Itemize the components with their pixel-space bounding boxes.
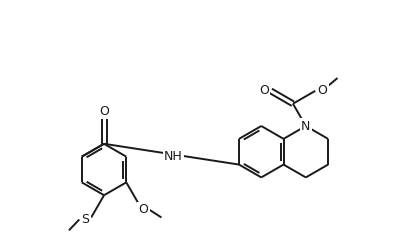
Text: NH: NH — [164, 150, 183, 163]
Text: N: N — [301, 119, 310, 133]
Text: O: O — [138, 203, 148, 216]
Text: O: O — [259, 84, 269, 97]
Text: S: S — [81, 213, 89, 226]
Text: O: O — [317, 84, 327, 97]
Text: O: O — [99, 105, 109, 118]
